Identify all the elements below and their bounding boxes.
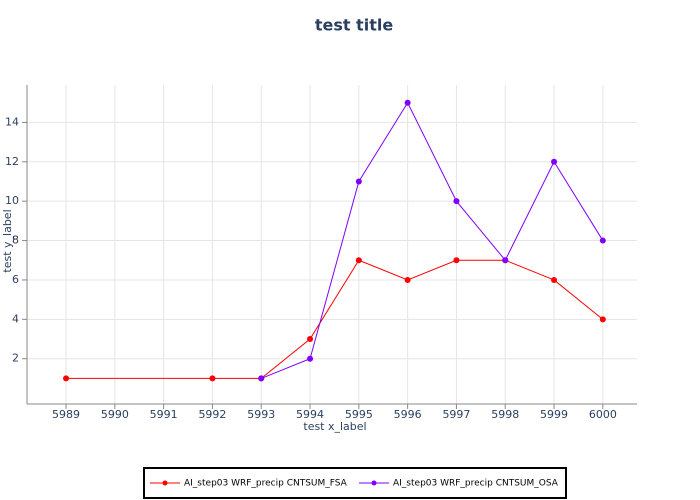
series-line xyxy=(66,259,604,379)
y-tick-label: 10 xyxy=(5,194,19,207)
data-point xyxy=(404,99,411,106)
y-tick-label: 6 xyxy=(12,273,19,286)
x-tick-label: 6000 xyxy=(589,408,617,421)
data-point xyxy=(502,257,509,264)
legend-marker xyxy=(371,480,377,486)
data-point xyxy=(453,198,460,205)
x-tick-label: 5998 xyxy=(491,408,519,421)
x-tick-label: 5999 xyxy=(540,408,568,421)
y-axis-label: test y_label xyxy=(1,209,14,272)
y-tick-label: 8 xyxy=(12,234,19,247)
x-tick-label: 5993 xyxy=(247,408,275,421)
data-point xyxy=(209,375,216,382)
data-point xyxy=(307,355,314,362)
y-tick-label: 2 xyxy=(12,352,19,365)
x-tick-label: 5992 xyxy=(198,408,226,421)
x-axis-label: test x_label xyxy=(303,420,366,433)
x-tick-label: 5995 xyxy=(345,408,373,421)
legend-label: AI_step03 WRF_precip CNTSUM_OSA xyxy=(393,479,559,489)
y-tick-label: 4 xyxy=(12,312,19,325)
data-point xyxy=(307,336,314,343)
data-point xyxy=(599,237,606,244)
data-point xyxy=(404,276,411,283)
y-tick-label: 14 xyxy=(5,115,19,128)
series-line xyxy=(261,101,604,379)
legend-box xyxy=(143,467,567,499)
data-point xyxy=(453,257,460,264)
data-point xyxy=(258,375,265,382)
legend-marker xyxy=(162,480,168,486)
data-point xyxy=(63,375,70,382)
y-tick-label: 12 xyxy=(5,155,19,168)
x-tick-label: 5989 xyxy=(52,408,80,421)
chart-title: test title xyxy=(315,16,394,35)
data-point xyxy=(355,178,362,185)
x-tick-label: 5996 xyxy=(394,408,422,421)
data-point xyxy=(599,316,606,323)
legend-label: AI_step03 WRF_precip CNTSUM_FSA xyxy=(184,479,348,489)
data-point xyxy=(551,276,558,283)
x-tick-label: 5991 xyxy=(150,408,178,421)
x-tick-label: 5990 xyxy=(101,408,129,421)
x-tick-label: 5994 xyxy=(296,408,324,421)
data-point xyxy=(551,158,558,165)
data-point xyxy=(355,257,362,264)
x-tick-label: 5997 xyxy=(442,408,470,421)
